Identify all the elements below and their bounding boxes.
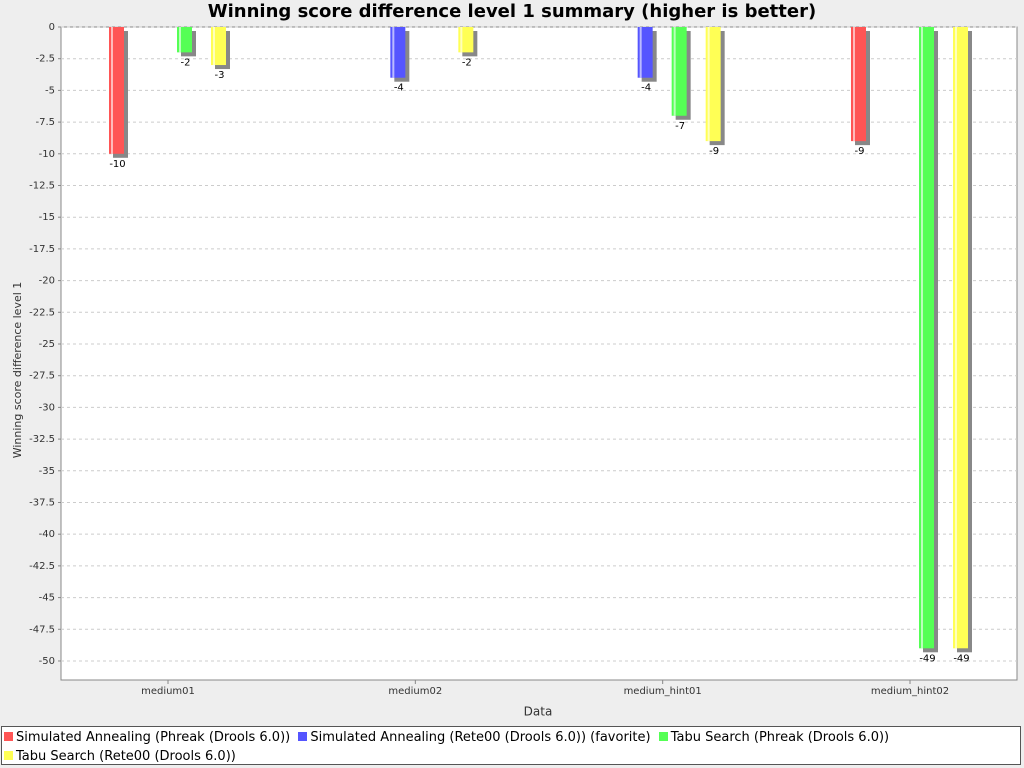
- y-tick-label: -7.5: [35, 117, 55, 128]
- y-tick-label: -32.5: [29, 434, 55, 445]
- legend-label: Simulated Annealing (Phreak (Drools 6.0)…: [16, 730, 291, 745]
- bar-highlight: [213, 27, 215, 66]
- x-axis-label: Data: [524, 705, 553, 719]
- legend-swatch: [298, 732, 308, 741]
- value-label: -49: [919, 653, 935, 664]
- bar-highlight: [853, 27, 855, 142]
- plot-area: [60, 26, 1018, 681]
- y-tick-label: -2.5: [35, 54, 55, 65]
- bar-highlight: [460, 27, 463, 53]
- y-tick-label: -40: [39, 529, 55, 540]
- y-tick-label: -47.5: [29, 624, 55, 635]
- legend-label: Simulated Annealing (Rete00 (Drools 6.0)…: [310, 730, 651, 745]
- bar-highlight: [179, 27, 181, 53]
- bar-highlight: [673, 27, 676, 116]
- value-label: -9: [709, 146, 719, 157]
- bar-highlight: [955, 27, 957, 649]
- y-tick-label: -37.5: [29, 497, 55, 508]
- y-tick-label: -42.5: [29, 561, 55, 572]
- chart: Winning score difference level 1 summary…: [11, 1, 1018, 719]
- value-label: -7: [675, 121, 685, 132]
- legend-item: Simulated Annealing (Rete00 (Drools 6.0)…: [298, 730, 651, 745]
- bar-highlight: [707, 27, 710, 142]
- value-label: -4: [394, 83, 404, 94]
- legend-swatch: [4, 751, 13, 760]
- y-tick-label: -15: [39, 212, 55, 223]
- bar-highlight: [921, 27, 923, 649]
- y-tick-label: -5: [45, 85, 55, 96]
- y-tick-label: -22.5: [29, 307, 55, 318]
- x-tick-label: medium02: [388, 686, 442, 697]
- y-tick-label: 0: [49, 22, 55, 33]
- legend-swatch: [4, 732, 13, 741]
- legend-item: Simulated Annealing (Phreak (Drools 6.0)…: [4, 730, 290, 745]
- bar-highlight: [639, 27, 642, 78]
- y-tick-label: -12.5: [29, 180, 55, 191]
- y-tick-label: -20: [39, 276, 55, 287]
- y-tick-label: -25: [39, 339, 55, 350]
- bar-highlight: [392, 27, 395, 78]
- value-label: -2: [181, 57, 191, 68]
- y-axis-label: Winning score difference level 1: [11, 282, 24, 459]
- value-label: -9: [855, 146, 865, 157]
- x-tick-label: medium_hint02: [871, 686, 949, 697]
- legend: Simulated Annealing (Phreak (Drools 6.0)…: [1, 726, 1021, 765]
- legend-label: Tabu Search (Rete00 (Drools 6.0)): [16, 749, 236, 764]
- y-tick-label: -10: [39, 149, 55, 160]
- x-tick-label: medium_hint01: [624, 686, 702, 697]
- value-label: -2: [462, 57, 472, 68]
- y-tick-label: -35: [39, 466, 55, 477]
- legend-item: Tabu Search (Rete00 (Drools 6.0)): [4, 749, 236, 764]
- chart-title: Winning score difference level 1 summary…: [208, 1, 816, 22]
- value-label: -3: [215, 70, 225, 81]
- value-label: -10: [109, 159, 125, 170]
- legend-item: Tabu Search (Phreak (Drools 6.0)): [658, 730, 890, 745]
- legend-label: Tabu Search (Phreak (Drools 6.0)): [670, 730, 890, 745]
- y-tick-label: -50: [39, 656, 55, 667]
- bar-highlight: [111, 27, 113, 154]
- value-label: -49: [953, 653, 969, 664]
- value-label: -4: [641, 83, 651, 94]
- y-tick-label: -45: [39, 593, 55, 604]
- y-tick-label: -27.5: [29, 371, 55, 382]
- legend-swatch: [658, 732, 668, 741]
- y-tick-label: -30: [39, 402, 55, 413]
- y-tick-label: -17.5: [29, 244, 55, 255]
- x-tick-label: medium01: [141, 686, 195, 697]
